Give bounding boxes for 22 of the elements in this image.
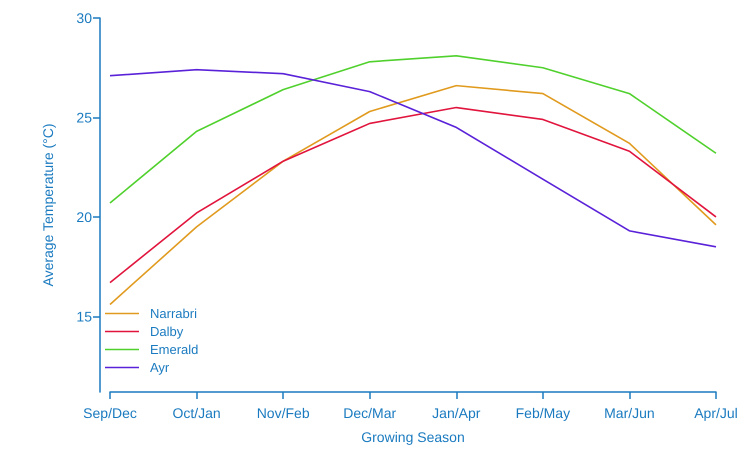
legend-label: Dalby bbox=[150, 324, 184, 339]
x-tick-label: Mar/Jun bbox=[604, 405, 655, 421]
y-axis-title: Average Temperature (°C) bbox=[40, 123, 56, 287]
y-tick-label: 25 bbox=[76, 109, 92, 126]
line-series bbox=[109, 84, 717, 306]
x-tick-label: Dec/Mar bbox=[343, 405, 396, 421]
line-series bbox=[109, 68, 717, 248]
line-series bbox=[109, 55, 717, 204]
y-tick-label: 15 bbox=[76, 308, 92, 324]
legend-label: Emerald bbox=[150, 342, 198, 357]
x-tick-label: Jan/Apr bbox=[432, 405, 481, 421]
legend-label: Narrabri bbox=[150, 306, 198, 321]
x-tick-label: Apr/Jul bbox=[694, 405, 738, 421]
x-tick-label: Sep/Dec bbox=[83, 405, 137, 421]
line-series bbox=[109, 106, 717, 284]
x-tick-label: Nov/Feb bbox=[256, 405, 310, 421]
legend-label: Ayr bbox=[150, 360, 170, 375]
x-axis-title: Growing Season bbox=[361, 429, 465, 445]
x-tick-label: Oct/Jan bbox=[172, 405, 221, 421]
y-tick-label: 20 bbox=[76, 208, 92, 225]
y-tick-label: 30 bbox=[76, 10, 92, 26]
x-tick-label: Feb/May bbox=[516, 405, 570, 421]
